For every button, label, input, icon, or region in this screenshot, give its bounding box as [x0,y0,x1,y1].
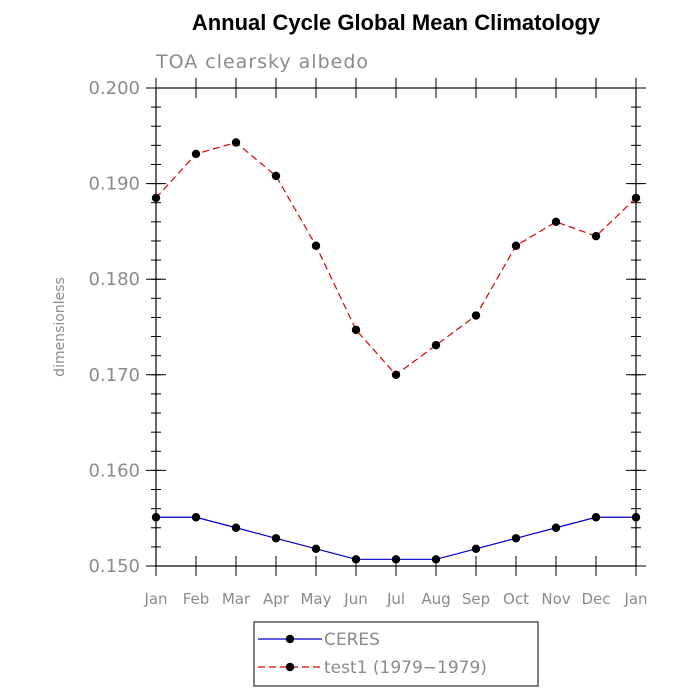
x-tick-label: Dec [581,590,610,608]
x-tick-label: Nov [541,590,570,608]
y-tick-label: 0.180 [88,269,140,290]
y-tick-label: 0.170 [88,365,140,386]
y-tick-label: 0.160 [88,460,140,481]
data-point-s1-1 [191,149,201,159]
x-tick-label: Jul [386,590,405,608]
data-point-s0-12 [631,513,641,522]
chart-subtitle: TOA clearsky albedo [155,51,369,73]
x-tick-label: Jun [343,590,367,608]
data-point-s0-1 [191,513,201,522]
data-point-s1-7 [431,340,441,350]
chart-title: Annual Cycle Global Mean Climatology [192,10,601,35]
x-tick-label: Oct [503,590,529,608]
data-point-s1-9 [511,241,521,250]
data-point-s0-7 [431,555,441,564]
data-point-s0-6 [391,555,401,564]
data-point-s0-11 [591,513,601,522]
x-tick-label: Sep [462,590,490,608]
data-point-s1-8 [471,311,481,320]
data-point-s1-0 [151,193,161,203]
data-point-s0-3 [271,534,281,543]
y-tick-label: 0.150 [88,556,140,577]
x-tick-label: Aug [421,590,450,608]
data-point-s0-9 [511,534,521,543]
y-tick-label: 0.190 [88,174,140,195]
x-tick-label: Apr [263,590,290,608]
data-point-s0-2 [231,523,241,532]
data-point-s1-3 [271,171,281,181]
plot-frame [155,87,637,567]
data-point-s1-5 [351,325,361,335]
legend-marker-0 [285,634,295,644]
data-point-s1-4 [311,241,321,250]
legend-box [253,621,539,687]
axis-ticks: 0.150 0.160 0.170 0.180 0.190 0.200 Jan Feb Mar A… [88,78,648,608]
series-layer [151,138,641,564]
series-line-0 [156,516,636,560]
axes-frame [155,87,637,567]
data-point-s1-12 [631,193,641,203]
legend-label-0: CERES [324,630,380,650]
data-point-s0-5 [351,555,361,564]
data-point-s0-4 [311,544,321,553]
data-point-s0-0 [151,513,161,522]
y-axis-label: dimensionless [52,277,68,377]
x-tick-label: Jan [143,590,167,608]
y-tick-label: 0.200 [88,78,140,99]
data-point-s0-8 [471,544,481,553]
x-tick-label: Jan [623,590,647,608]
data-point-s1-10 [551,217,561,227]
data-point-s0-10 [551,523,561,532]
data-point-s1-11 [591,231,601,241]
series-line-1 [155,141,637,376]
x-tick-label: Feb [183,590,210,608]
x-tick-label: May [300,590,331,608]
x-tick-label: Mar [222,590,251,608]
legend-marker-1 [285,662,295,672]
data-point-s1-6 [391,370,401,379]
data-point-s1-2 [231,138,241,147]
legend-label-1: test1 (1979−1979) [324,658,487,678]
legend: CERES test1 (1979−1979) [253,621,539,687]
